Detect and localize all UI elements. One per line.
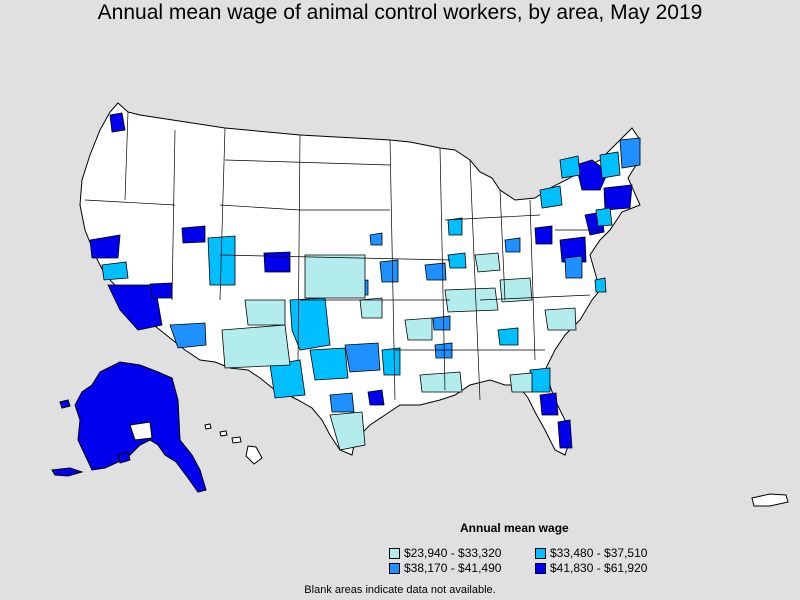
wage-areas-lower-middle [101, 151, 621, 399]
alaska-island-3 [117, 451, 131, 464]
legend-label-lower-middle: $33,480 - $37,510 [550, 546, 648, 560]
legend-title: Annual mean wage [460, 521, 569, 535]
legend-item-lowest: $23,940 - $33,320 [389, 546, 501, 560]
legend-label-upper-middle: $38,170 - $41,490 [404, 561, 502, 575]
alaska-island-1 [59, 399, 71, 409]
map-title: Annual mean wage of animal control worke… [97, 1, 703, 24]
legend-item-highest: $41,830 - $61,920 [535, 561, 647, 575]
legend-label-lowest: $23,940 - $33,320 [404, 546, 502, 560]
legend-swatch-upper-middle [389, 562, 400, 574]
puerto-rico [751, 493, 789, 507]
legend-swatch-lowest [389, 547, 400, 559]
legend-item-lower-middle: $33,480 - $37,510 [535, 546, 647, 560]
alaska-island-2 [51, 467, 84, 477]
hawaii [204, 423, 263, 465]
wage-areas-upper-middle [169, 137, 641, 413]
wage-areas-highest [89, 112, 633, 449]
state-borders [84, 111, 600, 401]
legend-swatch-highest [535, 562, 546, 574]
legend-swatch-lower-middle [535, 547, 546, 559]
legend-label-highest: $41,830 - $61,920 [550, 561, 648, 575]
legend-item-upper-middle: $38,170 - $41,490 [389, 561, 501, 575]
wage-areas-lowest [221, 252, 577, 451]
footnote: Blank areas indicate data not available. [304, 584, 496, 596]
alaska-white-area [129, 421, 153, 441]
